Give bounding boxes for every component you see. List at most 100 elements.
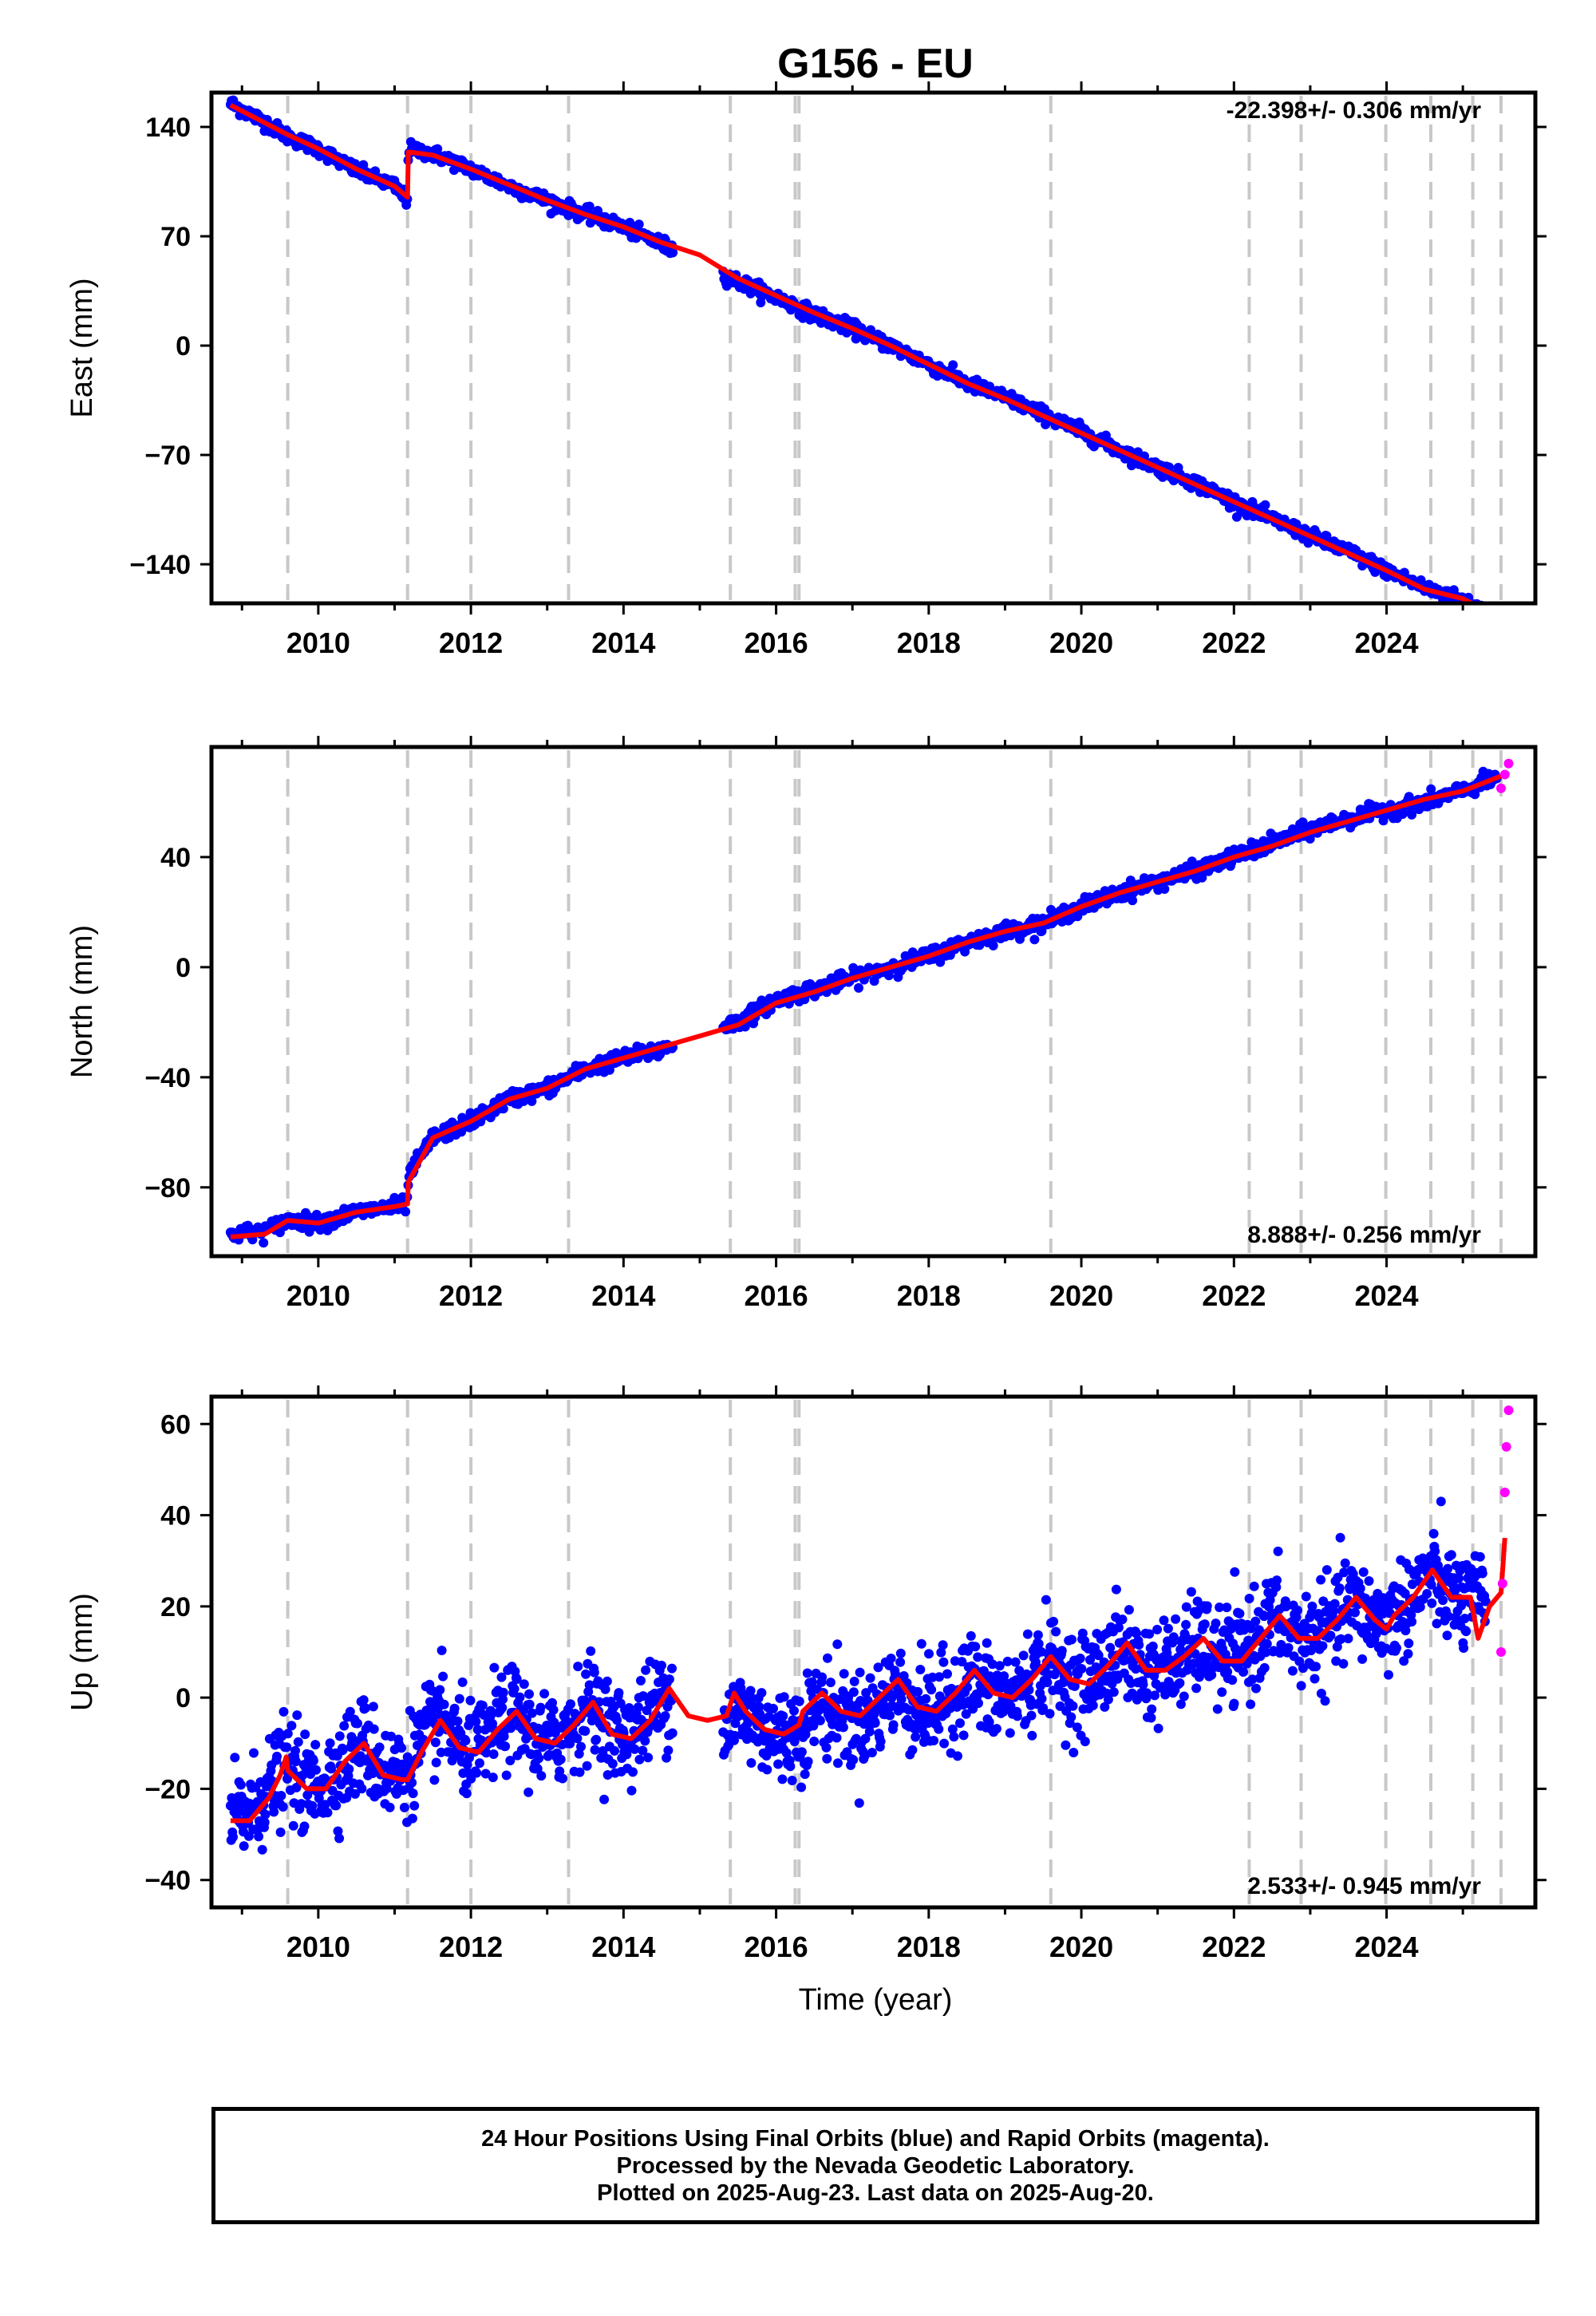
x-tick-label: 2022 <box>1202 1931 1266 1963</box>
final-orbit-point <box>1186 1587 1196 1597</box>
final-orbit-point <box>465 1695 476 1705</box>
final-orbit-point <box>509 1684 519 1694</box>
final-orbit-point <box>961 1709 971 1719</box>
final-orbit-point <box>368 1701 378 1712</box>
final-orbit-point <box>1247 1674 1258 1685</box>
figure-title: G156 - EU <box>777 41 974 87</box>
final-orbit-point <box>275 1827 286 1837</box>
final-orbit-point <box>399 1802 409 1812</box>
final-orbit-point <box>607 1759 618 1769</box>
final-orbit-point <box>1407 1617 1417 1626</box>
final-orbit-point <box>934 1724 944 1734</box>
final-orbit-point <box>1479 607 1489 616</box>
x-tick-label: 2018 <box>897 1279 961 1312</box>
final-orbit-point <box>1470 789 1480 800</box>
final-orbit-point <box>397 1743 407 1753</box>
final-orbit-point <box>1355 1583 1365 1594</box>
x-tick-label: 2022 <box>1202 626 1266 659</box>
final-orbit-point <box>796 1782 807 1792</box>
x-tick-label: 2016 <box>745 1931 808 1963</box>
final-orbit-point <box>938 1640 948 1650</box>
final-orbit-point <box>1426 784 1436 794</box>
final-orbit-point <box>239 1841 249 1852</box>
y-tick-label: 40 <box>160 1501 191 1531</box>
final-orbit-point <box>641 1665 651 1675</box>
final-orbit-point <box>848 1755 859 1765</box>
x-axis: 2010 2012 2014 2016 2018 2020 2022 2024 <box>240 736 1464 1312</box>
final-orbit-point <box>915 1665 926 1674</box>
final-orbit-point <box>1038 1703 1049 1713</box>
final-orbit-point <box>1235 1608 1245 1618</box>
final-orbit-point <box>1262 1638 1272 1649</box>
final-orbit-point <box>536 1771 547 1781</box>
caption-line-2: Processed by the Nevada Geodetic Laborat… <box>616 2152 1135 2179</box>
final-orbit-point <box>781 1748 792 1758</box>
rapid-orbit-point <box>1499 769 1510 780</box>
final-orbit-point <box>1487 612 1497 622</box>
final-orbit-point <box>1491 607 1501 617</box>
final-orbit-point <box>1147 1704 1157 1714</box>
final-orbit-point <box>582 1761 592 1771</box>
x-tick-label: 2020 <box>1049 1931 1113 1963</box>
final-orbit-point <box>602 1770 613 1780</box>
final-orbit-point <box>1124 1605 1134 1615</box>
rapid-orbit-point <box>1501 1441 1511 1452</box>
final-orbit-point <box>1477 1568 1487 1579</box>
caption-line-3: Plotted on 2025-Aug-23. Last data on 202… <box>597 2180 1154 2206</box>
final-orbit-point <box>1426 1579 1436 1590</box>
final-orbit-point <box>272 1751 282 1761</box>
final-orbit-point <box>584 201 595 211</box>
final-orbit-point <box>663 1745 674 1756</box>
final-orbit-point <box>1474 607 1483 616</box>
final-orbit-point <box>361 1703 370 1713</box>
final-orbit-point <box>823 1653 832 1663</box>
final-orbit-point <box>1296 1681 1306 1691</box>
final-orbit-point <box>660 1711 670 1721</box>
final-orbit-point <box>955 1718 965 1729</box>
final-orbit-point <box>575 1767 585 1777</box>
y-tick-label: 0 <box>176 953 191 983</box>
final-orbit-point <box>1422 1589 1432 1599</box>
rapid-orbit-point <box>1504 623 1514 633</box>
x-tick-label: 2016 <box>745 1279 808 1312</box>
final-orbit-point <box>401 1207 411 1217</box>
final-orbit-point <box>278 1802 288 1812</box>
final-orbit-point <box>486 1709 496 1720</box>
final-orbit-point <box>1246 1623 1256 1634</box>
final-orbit-point <box>260 1809 271 1820</box>
final-orbit-point <box>566 1699 575 1709</box>
final-orbit-point <box>461 1788 472 1799</box>
final-orbit-point <box>1471 605 1480 615</box>
final-orbit-point <box>926 1685 937 1695</box>
final-orbit-point <box>310 1740 321 1750</box>
final-orbit-point <box>785 1761 796 1772</box>
final-orbit-point <box>1443 1563 1453 1574</box>
final-orbit-point <box>634 219 644 230</box>
final-orbit-point <box>498 1687 508 1697</box>
final-orbit-point <box>1072 1722 1082 1733</box>
final-orbit-point <box>1340 1558 1350 1568</box>
final-orbit-point <box>300 1729 310 1740</box>
final-orbit-point <box>999 1671 1009 1682</box>
final-orbit-point <box>974 1698 983 1709</box>
final-orbit-point <box>1187 856 1197 867</box>
final-orbit-point <box>439 1699 449 1709</box>
final-orbit-point <box>854 1798 864 1808</box>
final-orbit-point <box>1029 935 1040 945</box>
final-orbit-point <box>800 1729 811 1740</box>
final-orbit-point <box>896 1694 907 1705</box>
final-orbit-point <box>789 1705 799 1716</box>
final-orbit-point <box>338 1745 348 1755</box>
final-orbit-point <box>939 1738 950 1749</box>
final-orbit-point <box>449 1703 460 1713</box>
final-orbit-point <box>1105 1642 1116 1653</box>
final-orbit-point <box>269 1807 279 1817</box>
final-orbit-point <box>867 1748 877 1757</box>
final-orbit-point <box>1249 1581 1259 1591</box>
final-orbit-point <box>1227 1675 1238 1686</box>
x-tick-label: 2016 <box>745 626 808 659</box>
final-orbit-point <box>1117 1614 1128 1625</box>
final-orbit-point <box>230 1753 240 1763</box>
